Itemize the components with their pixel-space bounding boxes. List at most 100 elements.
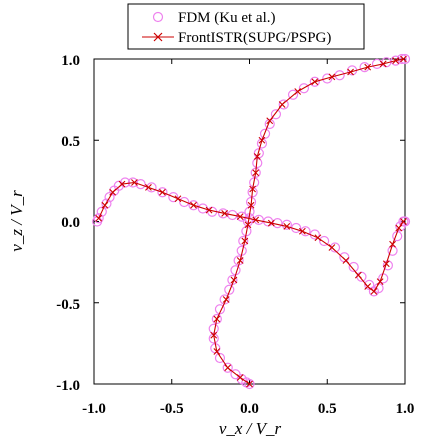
frontistr-point [236,257,244,264]
frontistr-point [311,78,319,86]
frontistr-point [294,88,302,95]
frontistr-point [230,276,238,284]
fdm-point [233,255,244,266]
fdm-point [127,177,138,188]
fdm-point [334,70,345,81]
frontistr-point [298,227,306,235]
frontistr-point [224,364,232,372]
fdm-point [236,374,247,385]
axis-ticks [93,58,406,385]
fdm-point [179,196,190,208]
legend: FDM (Ku et al.) FrontISTR(SUPG/PSPG) [127,3,365,50]
fdm-point [101,198,112,209]
frontistr-point [118,180,126,188]
frontistr-point [252,216,260,224]
fdm-point [399,216,411,227]
frontistr-point [364,63,372,71]
y-tick-label: 0.0 [61,215,80,231]
fdm-point [168,192,179,203]
x-tick-labels: -1.0 -0.5 0.0 0.5 1.0 [82,401,414,417]
y-tick-label: 0.5 [61,134,80,150]
legend-circle-marker-icon [152,11,164,23]
fdm-point [230,369,241,380]
frontistr-point [205,206,213,214]
frontistr-point [190,201,197,209]
frontistr-point [210,331,218,339]
y-tick-label: -0.5 [56,297,80,313]
frontistr-point [370,287,378,295]
fdm-point [214,352,226,364]
plot-marks [92,53,411,390]
fdm-point [224,284,235,295]
fdm-point [157,187,168,198]
x-axis-label: v_x / V_r [219,419,282,438]
fdm-point [387,245,398,256]
x-tick-label: -0.5 [160,401,184,417]
frontistr-point [314,234,322,242]
frontistr-point [392,57,400,65]
frontistr-point [328,73,336,81]
x-tick-label: 0.0 [240,401,259,417]
fdm-point [238,235,249,247]
frontistr-point [379,60,387,68]
frontistr-point [131,179,138,186]
y-tick-label: 1.0 [61,53,80,69]
legend-label-fdm: FDM (Ku et al.) [178,10,276,26]
fdm-point [236,211,247,222]
frontistr-point [246,380,253,388]
frontistr-point [95,214,103,222]
fdm-point [339,252,350,263]
fdm-point [356,271,367,282]
fdm-point [371,58,383,69]
frontistr-point [145,183,152,191]
fdm-point [298,83,310,94]
fdm-point [259,128,271,139]
fdm-point [272,218,283,229]
fdm-point [382,260,393,271]
frontistr-point [244,221,252,229]
fdm-point [399,53,411,65]
frontistr-point [395,224,403,232]
frontistr-point [247,201,255,209]
frontistr-point [101,201,109,209]
frontistr-point [342,257,350,264]
fdm-point [348,261,359,273]
x-tick-label: 0.5 [318,401,337,417]
frontistr-point [400,218,407,225]
frontistr-point [347,68,354,76]
frontistr-point [221,209,229,217]
x-tick-label: -1.0 [82,401,106,417]
fdm-point [287,89,299,100]
y-axis-label: v_z / V_r [7,190,26,252]
fdm-point [329,242,341,253]
frontistr-point [249,185,256,193]
legend-box [127,3,365,50]
fdm-point [93,213,104,224]
frontistr-point [364,283,372,290]
fdm-point [281,219,292,230]
legend-x-marker-icon [153,32,163,42]
fdm-point [96,206,107,217]
frontistr-point [109,188,117,196]
frontistr-point [267,219,275,227]
fdm-point [211,313,222,325]
fdm-point [214,304,226,315]
fdm-point [264,118,275,130]
frontistr-point [236,213,244,221]
frontistr-point [266,117,274,125]
fdm-point [278,99,289,110]
fdm-point [188,200,199,211]
frontistr-point [400,55,407,63]
frontistr-point [236,374,244,381]
y-tick-label: -1.0 [56,378,80,394]
frontistr-point [283,222,291,230]
frontistr-point [213,348,221,355]
fdm-point [270,109,282,120]
frontistr-line [213,58,404,385]
frontistr-point [389,240,396,248]
frontistr-point [159,188,166,196]
x-tick-label: 1.0 [396,401,415,417]
fdm-point [309,76,320,87]
frontistr-point [241,237,249,245]
